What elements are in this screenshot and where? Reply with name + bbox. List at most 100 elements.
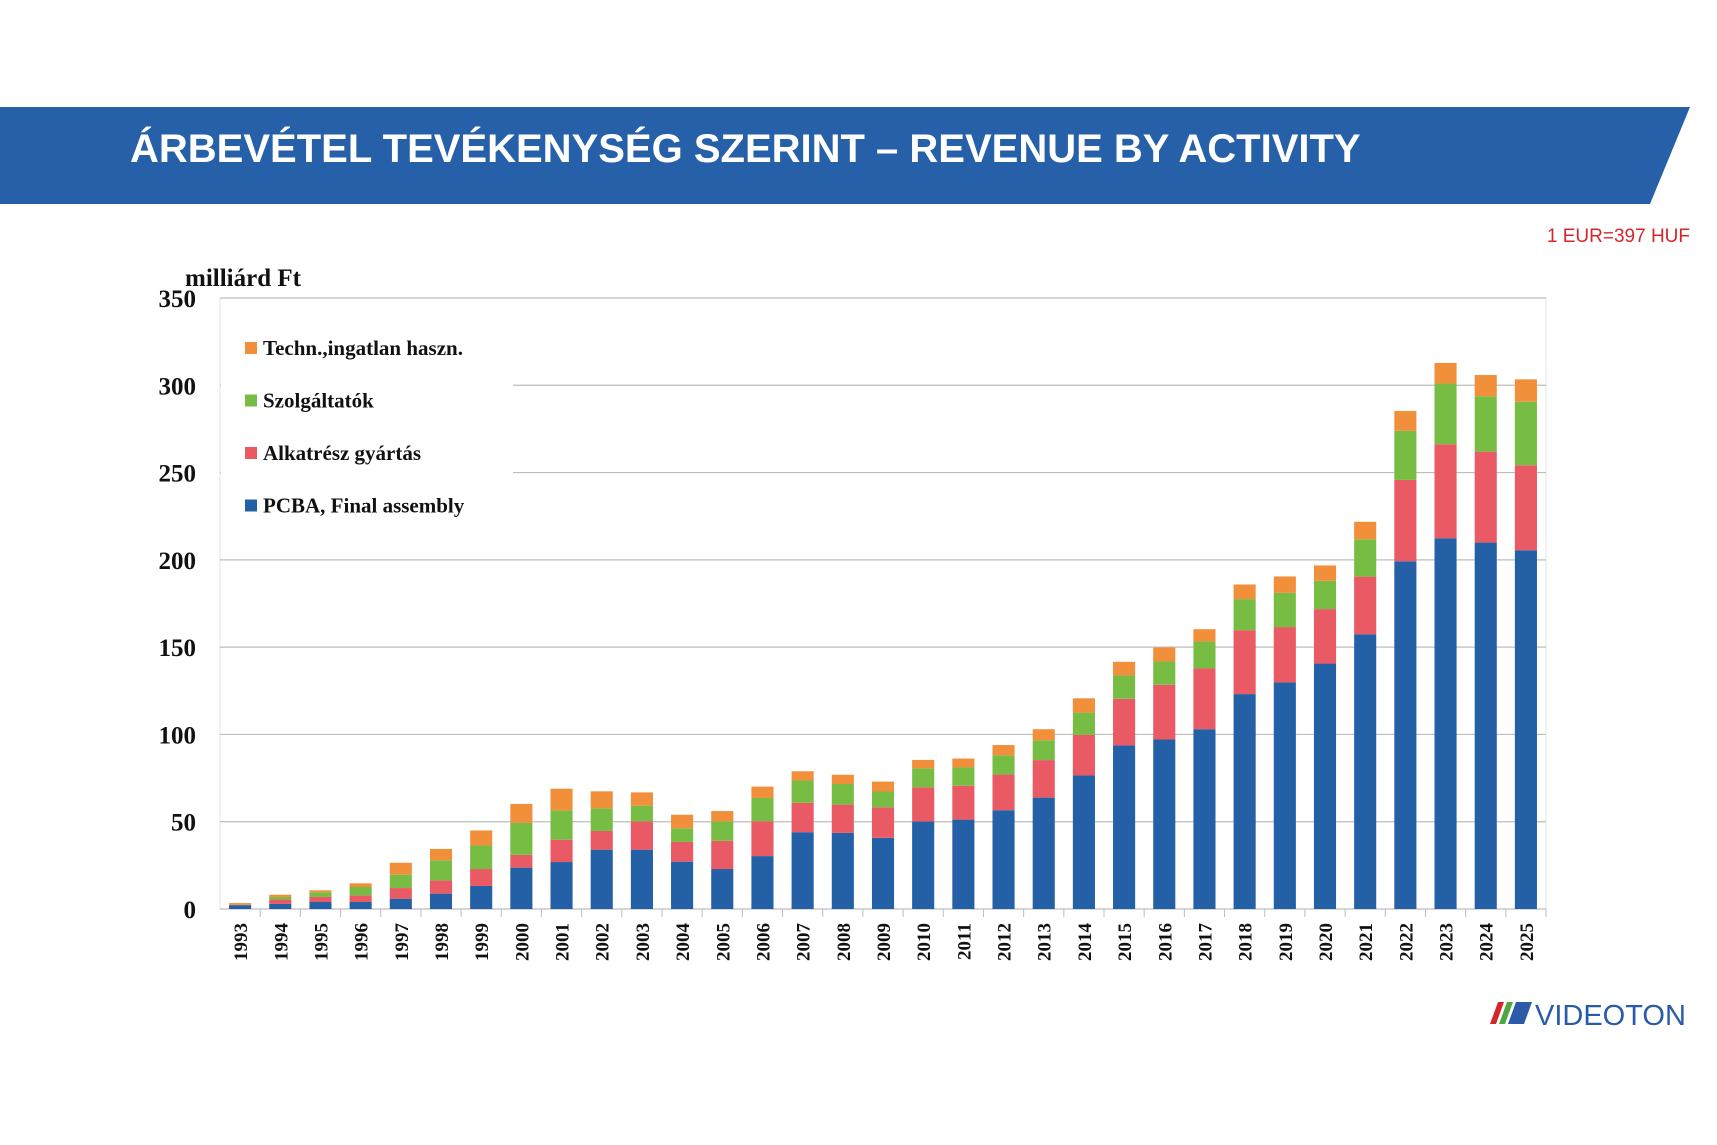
bar-segment (791, 771, 814, 781)
bar-segment (550, 810, 573, 840)
bar-segment (952, 819, 975, 909)
legend-label: Szolgáltatók (263, 389, 374, 413)
x-tick-label: 2003 (633, 923, 654, 961)
x-tick-label: 1998 (432, 923, 453, 961)
bar-segment (470, 845, 493, 870)
bar-segment (229, 905, 252, 909)
x-tick-label: 2023 (1437, 923, 1458, 961)
bar-segment (349, 887, 372, 896)
bar-segment (1354, 576, 1377, 635)
bar-segment (671, 861, 694, 909)
bar-segment (671, 828, 694, 842)
bar-segment (751, 821, 774, 857)
y-tick-label: 150 (159, 635, 197, 662)
x-tick-label: 1995 (311, 923, 332, 961)
bar-segment (1233, 694, 1256, 909)
x-tick-label: 1994 (271, 923, 292, 962)
bar-segment (1434, 444, 1457, 539)
bar-segment (470, 885, 493, 909)
bar-segment (389, 898, 412, 909)
logo-stripe-blue (1508, 1002, 1532, 1024)
bar-segment (1474, 451, 1497, 543)
bar-segment (1313, 580, 1337, 610)
bar-segment (1394, 561, 1417, 909)
bar-segment (1514, 379, 1537, 402)
bar-segment (429, 880, 453, 894)
legend-swatch (245, 499, 257, 512)
x-tick-label: 2005 (713, 923, 734, 961)
y-tick-label: 200 (159, 548, 197, 575)
bar-segment (630, 805, 653, 822)
logo-stripe-green (1499, 1002, 1513, 1024)
x-tick-label: 2020 (1316, 923, 1337, 961)
bar-segment (1032, 729, 1055, 741)
x-tick-label: 1996 (352, 923, 373, 961)
bar-segment (711, 811, 734, 822)
x-tick-label: 2000 (512, 923, 533, 961)
bar-segment (831, 784, 854, 805)
x-tick-label: 2009 (874, 923, 895, 961)
bar-segment (510, 867, 533, 909)
bar-segment (1072, 775, 1095, 909)
y-tick-label: 0 (184, 897, 197, 924)
bar-segment (309, 902, 332, 909)
bar-segment (952, 758, 975, 768)
bar-segment (429, 860, 453, 881)
bar-segment (1153, 684, 1176, 740)
x-tick-label: 2018 (1236, 923, 1257, 961)
y-tick-label: 50 (171, 810, 196, 837)
x-tick-label: 2015 (1115, 923, 1136, 961)
bar-segment (590, 849, 613, 909)
bar-segment (1072, 734, 1095, 776)
x-tick-label: 2017 (1195, 923, 1216, 962)
bar-segment (269, 899, 292, 904)
bar-segment (992, 745, 1015, 756)
bar-segment (992, 755, 1015, 775)
x-tick-label: 2011 (954, 923, 975, 960)
bar-segment (1153, 647, 1176, 662)
y-tick-label: 100 (159, 722, 197, 749)
bar-segment (1153, 661, 1176, 685)
bar-segment (1514, 401, 1537, 466)
bar-segment (590, 791, 613, 809)
bar-segment (1233, 584, 1256, 600)
bar-segment (349, 902, 372, 909)
bar-segment (590, 808, 613, 831)
bar-segment (1032, 740, 1055, 761)
bar-segment (871, 837, 895, 909)
bar-segment (309, 896, 332, 903)
y-axis-label: milliárd Ft (185, 265, 302, 292)
bar-segment (630, 849, 653, 909)
x-tick-label: 2008 (834, 923, 855, 961)
bar-segment (630, 821, 653, 850)
bar-segment (389, 888, 412, 899)
legend-swatch (245, 447, 257, 459)
bar-segment (1354, 539, 1377, 577)
bar-segment (1153, 739, 1176, 909)
bar-segment (510, 822, 533, 855)
bar-segment (1113, 698, 1136, 746)
page-title: ÁRBEVÉTEL TEVÉKENYSÉG SZERINT – REVENUE … (130, 127, 1361, 171)
x-tick-label: 1993 (231, 923, 252, 961)
bar-segment (912, 787, 935, 822)
bar-segment (550, 862, 573, 909)
bar-segment (751, 786, 774, 798)
y-tick-label: 350 (159, 286, 197, 313)
bar-segment (1032, 797, 1055, 909)
x-tick-label: 2016 (1155, 923, 1176, 961)
bar-segment (1072, 698, 1095, 713)
bar-segment (1434, 538, 1457, 909)
bar-segment (912, 759, 935, 769)
bar-segment (912, 821, 935, 909)
bar-segment (711, 869, 734, 909)
bar-segment (871, 791, 895, 808)
bar-segment (1113, 745, 1136, 909)
x-tick-label: 2007 (794, 923, 815, 962)
bar-segment (831, 774, 854, 785)
y-tick-labels: 0 50 100 150 200 250 300 350 (159, 286, 197, 924)
bar-segment (389, 862, 412, 875)
bars (229, 362, 1537, 909)
bar-segment (389, 874, 412, 889)
bar-segment (1514, 465, 1537, 551)
bar-segment (269, 903, 292, 909)
